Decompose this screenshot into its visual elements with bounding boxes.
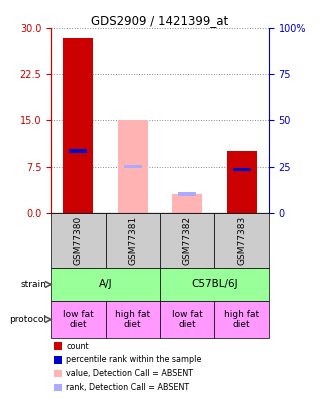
Bar [160,268,269,301]
Bar [51,268,160,301]
Text: high fat
diet: high fat diet [224,310,259,329]
Bar [160,213,214,268]
Title: GDS2909 / 1421399_at: GDS2909 / 1421399_at [92,14,228,27]
Bar [233,168,251,171]
Text: percentile rank within the sample: percentile rank within the sample [66,355,202,364]
Text: A/J: A/J [99,279,112,290]
Bar [51,301,106,338]
Bar [160,301,214,338]
Text: GSM77380: GSM77380 [74,215,83,265]
Bar [118,120,148,213]
Text: GSM77382: GSM77382 [183,216,192,265]
Bar [69,149,87,153]
Text: GSM77381: GSM77381 [128,215,137,265]
Bar [172,194,202,213]
Bar [51,213,106,268]
Bar [54,342,62,350]
Bar [54,384,62,391]
Text: protocol: protocol [9,315,46,324]
Bar [124,165,142,168]
Text: low fat
diet: low fat diet [63,310,94,329]
Bar [227,151,257,213]
Text: count: count [66,342,89,351]
Text: GSM77383: GSM77383 [237,215,246,265]
Bar [54,370,62,377]
Text: rank, Detection Call = ABSENT: rank, Detection Call = ABSENT [66,383,189,392]
Bar [63,38,93,213]
Text: strain: strain [20,280,46,289]
Text: low fat
diet: low fat diet [172,310,203,329]
Bar [214,301,269,338]
Text: high fat
diet: high fat diet [115,310,150,329]
Bar [54,356,62,364]
Bar [178,192,196,196]
Bar [106,213,160,268]
Bar [214,213,269,268]
Text: C57BL/6J: C57BL/6J [191,279,238,290]
Text: value, Detection Call = ABSENT: value, Detection Call = ABSENT [66,369,193,378]
Bar [106,301,160,338]
